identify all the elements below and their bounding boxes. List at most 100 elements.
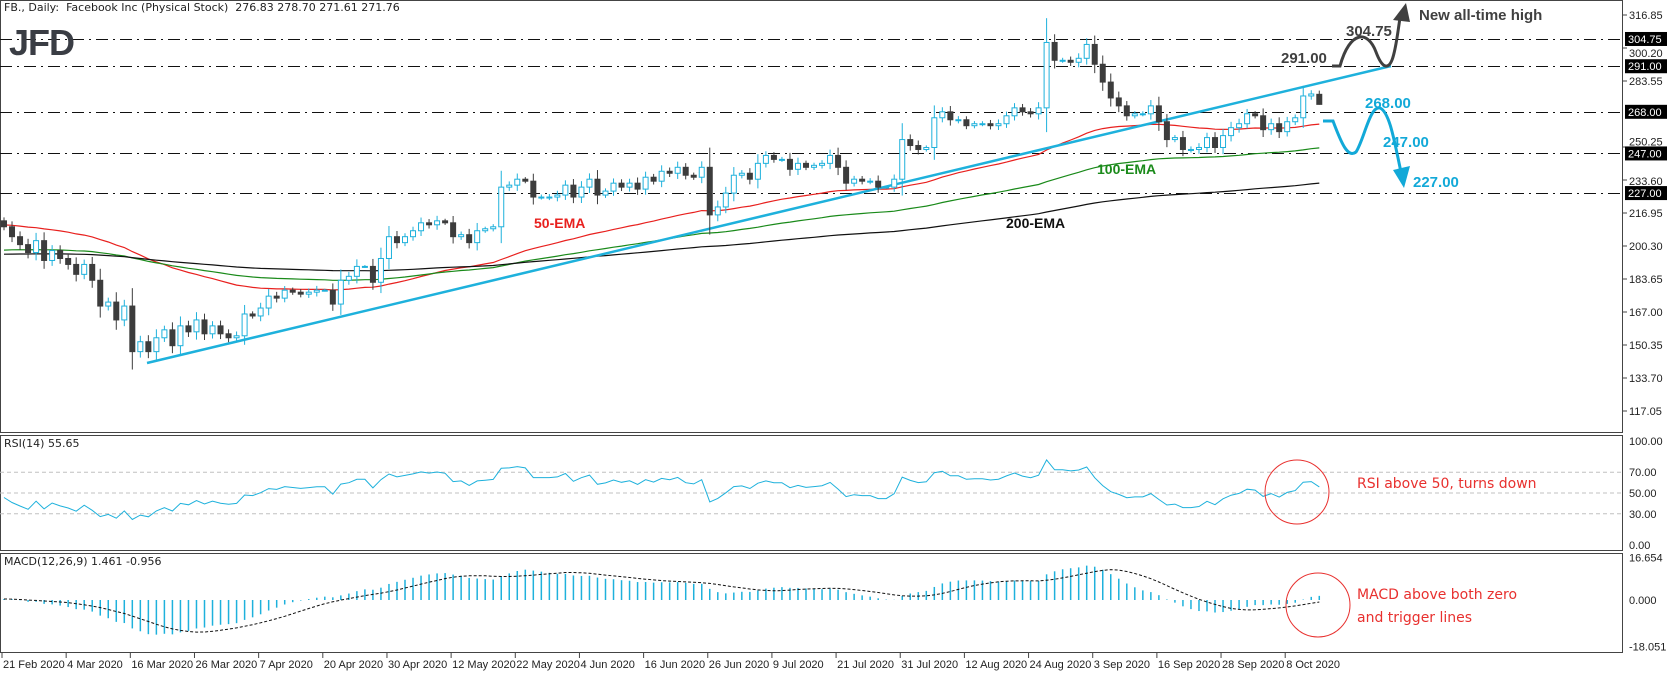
rsi-note: RSI above 50, turns down — [1357, 476, 1537, 492]
candle-bearish — [25, 244, 32, 254]
date-tick-label: 26 Jun 2020 — [709, 659, 770, 671]
candle-bullish — [1292, 117, 1299, 123]
candle-bearish — [297, 291, 304, 295]
candle-bearish — [1316, 93, 1323, 105]
date-tick-label: 30 Apr 2020 — [388, 659, 447, 671]
date-tick-label: 3 Sep 2020 — [1094, 659, 1150, 671]
level-304-label: 304.75 — [1346, 23, 1392, 40]
candle-bearish — [217, 325, 224, 335]
price-tick-label: 233.60 — [1629, 176, 1663, 188]
candle-bullish — [714, 206, 721, 216]
candle-bullish — [161, 329, 168, 339]
candle-bullish — [1147, 105, 1154, 115]
candle-bullish — [121, 305, 128, 321]
date-tick-label: 4 Jun 2020 — [580, 659, 634, 671]
candle-bullish — [153, 337, 160, 353]
price-tick-label: 216.95 — [1629, 208, 1663, 220]
date-tick-label: 28 Sep 2020 — [1222, 659, 1284, 671]
macd-tick-label: -18.051 — [1629, 641, 1666, 653]
price-tick-label: 117.05 — [1629, 406, 1662, 418]
candle-bearish — [1099, 63, 1106, 83]
rsi-indicator — [3, 458, 1320, 521]
candle-bullish — [1043, 41, 1050, 109]
candle-bullish — [538, 196, 545, 199]
bullish-scenario-arrow — [1332, 17, 1402, 68]
candle-bearish — [450, 222, 457, 238]
candle-bearish — [225, 333, 232, 339]
candle-bullish — [562, 184, 569, 196]
candle-bearish — [1107, 81, 1114, 99]
level-tag-bg — [1625, 104, 1667, 119]
candle-bullish — [410, 230, 417, 238]
level-tag-bg — [1625, 146, 1667, 161]
candle-bearish — [113, 301, 120, 321]
ema-lines — [3, 123, 1320, 291]
candle-bullish — [1195, 146, 1202, 150]
candle-bullish — [1083, 43, 1090, 59]
candle-bullish — [955, 119, 962, 122]
candle-bullish — [337, 279, 344, 305]
ema50-label: 50-EMA — [534, 215, 586, 231]
candle-bearish — [1, 220, 7, 228]
candle-bullish — [971, 123, 978, 127]
candle-bearish — [786, 158, 793, 170]
candle-bullish — [241, 313, 248, 337]
date-tick-label: 16 Mar 2020 — [131, 659, 193, 671]
trendline[interactable] — [146, 64, 1392, 365]
candle-bearish — [273, 295, 280, 299]
macd-signal-line — [3, 569, 1320, 633]
candle-bearish — [73, 263, 80, 275]
candle-bullish — [738, 172, 745, 176]
candle-bearish — [329, 289, 336, 305]
macd-label: MACD(12,26,9) 1.461 -0.956 — [4, 555, 162, 568]
candle-bearish — [570, 184, 577, 198]
candle-bullish — [474, 230, 481, 244]
candle-bullish — [385, 236, 392, 259]
rsi-levels — [0, 471, 1622, 515]
candle-bullish — [610, 182, 617, 192]
candle-bullish — [995, 123, 1002, 127]
candle-bullish — [794, 162, 801, 170]
level-tag: 304.75 — [1628, 34, 1662, 46]
candle-bearish — [907, 139, 914, 147]
date-tick-label: 12 Aug 2020 — [965, 659, 1027, 671]
macd-tick-label: 0.000 — [1629, 595, 1657, 607]
candle-bearish — [201, 319, 208, 335]
candle-bullish — [1236, 123, 1243, 129]
candle-bearish — [129, 305, 136, 353]
candle-bullish — [851, 178, 858, 184]
candle-bullish — [827, 154, 834, 164]
candle-bearish — [987, 123, 994, 127]
candle-bearish — [843, 166, 850, 184]
candle-bullish — [1228, 127, 1235, 137]
candle-bullish — [811, 164, 818, 168]
candle-bullish — [1131, 113, 1138, 117]
candle-bullish — [1035, 107, 1042, 115]
candle-bearish — [1163, 121, 1170, 141]
candle-bullish — [1139, 113, 1146, 116]
pane-frames — [0, 0, 1623, 653]
candle-bearish — [1212, 137, 1219, 148]
candle-bullish — [578, 186, 585, 198]
candle-bearish — [1123, 105, 1130, 117]
date-tick-label: 21 Feb 2020 — [3, 659, 65, 671]
candle-bullish — [674, 166, 681, 174]
level-tag: 247.00 — [1628, 148, 1662, 160]
candle-bullish — [402, 236, 408, 244]
candle-bullish — [1244, 113, 1251, 125]
candle-bearish — [947, 111, 954, 121]
candle-bearish — [393, 236, 400, 244]
level-268-label: 268.00 — [1365, 95, 1411, 112]
candle-bearish — [618, 182, 625, 188]
candle-bearish — [1252, 113, 1259, 117]
candle-bullish — [939, 111, 946, 119]
level-tag-bg — [1625, 31, 1667, 46]
rsi-tick-label: 0.00 — [1629, 540, 1650, 552]
candle-bullish — [778, 158, 785, 161]
candle-bearish — [835, 154, 842, 168]
ema100-label: 100-EMA — [1097, 161, 1157, 177]
candle-bullish — [1011, 107, 1018, 117]
candle-bearish — [89, 263, 96, 281]
ema-50-line — [3, 123, 1320, 291]
price-tick-label: 167.00 — [1629, 307, 1663, 319]
